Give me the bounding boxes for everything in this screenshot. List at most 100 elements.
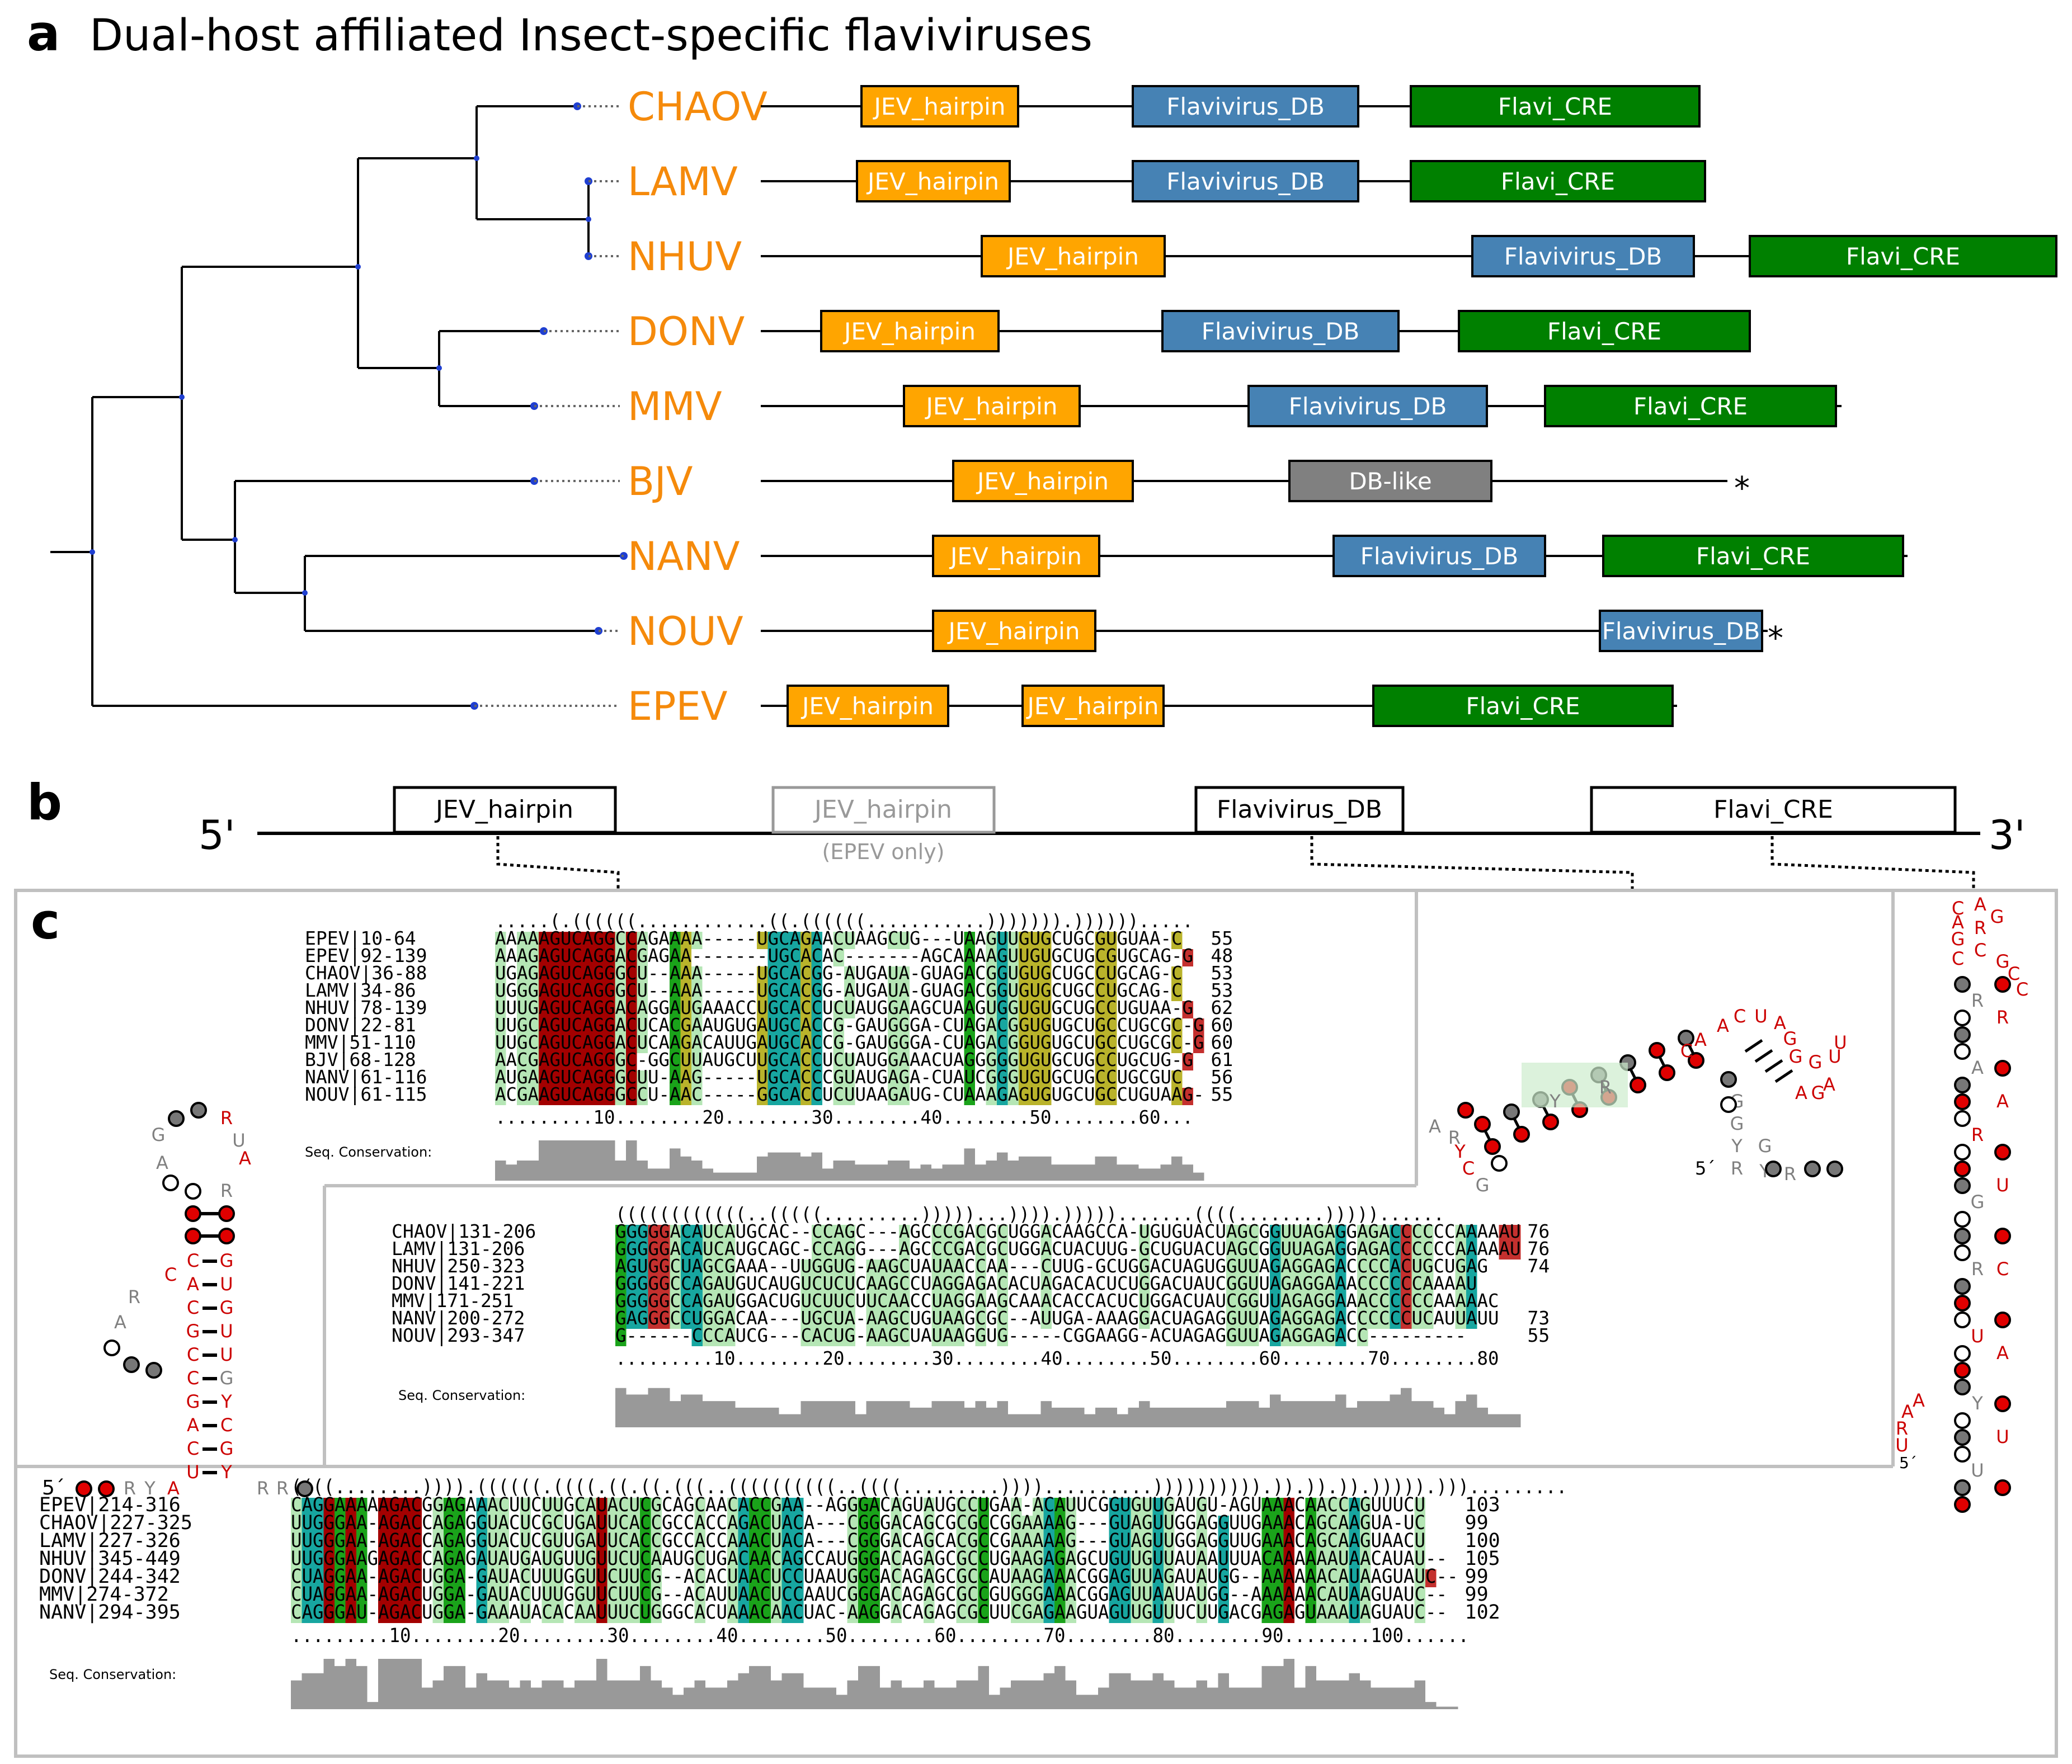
alignment-shading — [528, 1018, 539, 1036]
alignment-shading — [345, 1534, 356, 1551]
alignment-shading — [1423, 1312, 1434, 1329]
alignment-shading — [651, 1587, 662, 1605]
alignment-shading — [302, 1551, 313, 1569]
alignment-shading — [1302, 1260, 1313, 1277]
base-pair — [1774, 1069, 1793, 1083]
domain-jev — [952, 460, 1134, 502]
sequence: AACGAGUCAGGGC-GGCUUAUGCUUGCACCUCUAUGGAAA… — [495, 1049, 1193, 1070]
conservation-bar — [1240, 1687, 1251, 1709]
conservation-bar — [1292, 1401, 1303, 1427]
nucleotide-circle — [1954, 1077, 1971, 1093]
conservation-bar — [1040, 1156, 1052, 1181]
b-domain-jev-epev — [771, 786, 996, 834]
alignment-shading — [1196, 1551, 1207, 1569]
alignment-shading — [411, 1534, 422, 1551]
tree-node — [232, 537, 238, 543]
alignment-shading — [691, 1053, 703, 1070]
alignment-shading — [648, 1294, 659, 1312]
conservation-bar — [921, 1407, 932, 1427]
alignment-shading — [1280, 1329, 1292, 1346]
alignment-shading — [528, 932, 539, 949]
alignment-shading — [724, 1277, 736, 1294]
nucleotide-circle — [185, 1228, 201, 1244]
alignment-shading — [1273, 1587, 1284, 1605]
alignment-shading — [997, 1001, 1008, 1018]
alignment-shading — [1261, 1551, 1273, 1569]
alignment-shading — [1164, 1516, 1175, 1534]
alignment-shading — [626, 1053, 637, 1070]
alignment-shading — [964, 1018, 975, 1036]
alignment-shading — [681, 1312, 692, 1329]
alignment-shading — [1316, 1551, 1327, 1569]
alignment-shading — [323, 1516, 335, 1534]
sequence-length: 56 — [1211, 1066, 1233, 1088]
alignment-shading — [323, 1569, 335, 1587]
domain-db — [1161, 310, 1400, 352]
alignment-shading — [749, 1605, 760, 1623]
alignment-shading — [1029, 1001, 1040, 1018]
alignment-shading — [1270, 1312, 1281, 1329]
alignment-shading — [498, 1605, 509, 1623]
alignment-shading — [607, 1534, 618, 1551]
alignment-shading — [997, 1225, 1008, 1242]
alignment-shading — [943, 1312, 954, 1329]
domain-db-label: Flavivirus_DB — [1166, 93, 1325, 120]
nucleotide: C — [1462, 1158, 1475, 1179]
alignment-shading — [1466, 1312, 1477, 1329]
alignment-shading — [680, 1018, 691, 1036]
panel-c-frame — [14, 889, 2058, 1758]
alignment-shading — [1109, 1498, 1120, 1516]
conservation-bar — [1414, 1680, 1425, 1709]
alignment-shading — [541, 1605, 553, 1623]
conservation-bar — [703, 1401, 714, 1427]
alignment-shading — [517, 949, 528, 966]
alignment-shading — [1164, 1551, 1175, 1569]
alignment-shading — [888, 1277, 899, 1294]
nucleotide: A — [1429, 1116, 1441, 1137]
alignment-shading — [1171, 1036, 1183, 1053]
alignment-shading — [389, 1551, 400, 1569]
alignment-shading — [789, 1088, 800, 1105]
alignment-shading — [1270, 1260, 1281, 1277]
alignment-shading — [844, 1225, 855, 1242]
alignment-shading — [528, 1070, 539, 1088]
alignment-shading — [1401, 1312, 1412, 1329]
alignment-shading — [789, 1018, 800, 1036]
alignment-shading — [975, 1277, 986, 1294]
alignment-shading — [517, 1036, 528, 1053]
alignment-shading — [1218, 1569, 1229, 1587]
alignment-shading — [1305, 1551, 1316, 1569]
nucleotide-circle — [1994, 1312, 2011, 1328]
alignment-shading — [869, 1498, 880, 1516]
alignment-shading — [626, 984, 637, 1001]
alignment-shading — [844, 1329, 855, 1346]
position-ruler: .........10........20........30........4… — [291, 1625, 1469, 1647]
conservation-bar — [757, 1156, 768, 1181]
nucleotide: Y — [220, 1461, 232, 1483]
alignment-shading — [833, 1070, 844, 1088]
alignment-shading — [476, 1569, 487, 1587]
alignment-shading — [680, 949, 691, 966]
alignment-shading — [891, 1534, 902, 1551]
alignment-shading — [1292, 1294, 1303, 1312]
alignment-shading — [888, 1001, 899, 1018]
alignment-shading — [1106, 949, 1117, 966]
conservation-bar — [1379, 1401, 1390, 1427]
alignment-shading — [694, 1516, 705, 1534]
alignment-shading — [585, 1498, 596, 1516]
alignment-shading — [670, 949, 681, 966]
alignment-shading — [847, 1516, 858, 1534]
conservation-bar — [1109, 1673, 1120, 1709]
alignment-shading — [517, 1070, 528, 1088]
alignment-shading — [582, 932, 594, 949]
nucleotide-circle — [145, 1362, 162, 1379]
alignment-shading — [1338, 1587, 1349, 1605]
conservation-bar — [1117, 1164, 1128, 1181]
alignment-shading — [454, 1498, 465, 1516]
alignment-shading — [571, 1088, 582, 1105]
alignment-shading — [1335, 1329, 1346, 1346]
alignment-shading — [800, 932, 812, 949]
alignment-shading — [495, 949, 506, 966]
alignment-shading — [975, 1312, 986, 1329]
alignment-shading — [615, 1294, 627, 1312]
